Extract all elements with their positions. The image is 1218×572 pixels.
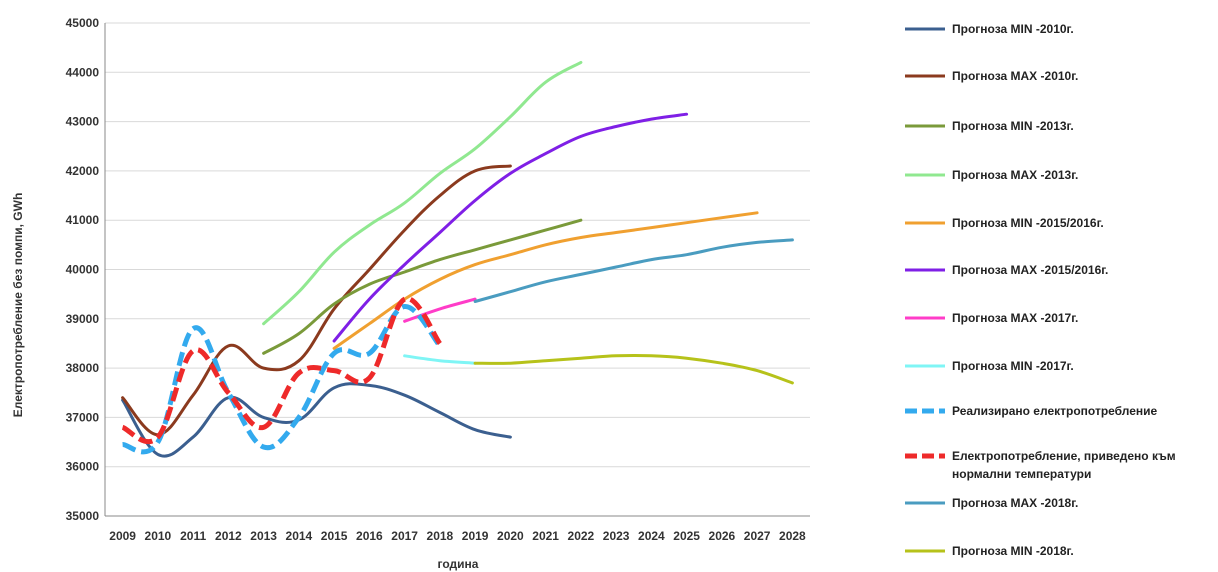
series-line-12 — [473, 353, 794, 385]
y-tick-label: 37000 — [66, 410, 100, 424]
x-tick-label: 2025 — [673, 529, 700, 543]
series-line-11 — [473, 238, 794, 303]
legend-item: Прогноза MIN -2018г. — [905, 544, 1074, 558]
legend-label: Прогноза MAX -2013г. — [952, 168, 1078, 182]
series-line-8 — [403, 354, 477, 365]
x-tick-label: 2016 — [356, 529, 383, 543]
legend-label: Прогноза MIN -2017г. — [952, 359, 1074, 373]
legend-item: Прогноза MIN -2015/2016г. — [905, 216, 1104, 230]
legend-label: Прогноза MIN -2018г. — [952, 544, 1074, 558]
legend-label: Електропотребление, приведено към нормалн… — [952, 449, 1176, 481]
y-tick-label: 39000 — [66, 312, 100, 326]
legend-label: Реализирано електропотребление — [952, 404, 1158, 418]
x-tick-label: 2024 — [638, 529, 665, 543]
x-axis-title: година — [438, 557, 479, 571]
x-tick-label: 2015 — [321, 529, 348, 543]
legend-item: Прогноза MAX -2013г. — [905, 168, 1078, 182]
series-line-9 — [122, 304, 442, 455]
legend-item: Прогноза MIN -2010г. — [905, 22, 1074, 36]
x-tick-label: 2017 — [391, 529, 418, 543]
y-tick-label: 43000 — [66, 115, 100, 129]
legend: Прогноза MIN -2010г. Прогноза MAX -2010г.… — [905, 22, 1176, 558]
y-tick-label: 38000 — [66, 361, 100, 375]
y-tick-label: 45000 — [66, 16, 100, 30]
legend-item: Прогноза MIN -2013г. — [905, 119, 1074, 133]
gridlines — [105, 22, 810, 468]
legend-label: Прогноза MIN -2010г. — [952, 22, 1074, 36]
legend-label: Прогноза MAX -2017г. — [952, 311, 1078, 325]
legend-item: Прогноза MAX -2018г. — [905, 496, 1078, 510]
legend-label: Прогноза MIN -2015/2016г. — [952, 216, 1104, 230]
y-tick-label: 41000 — [66, 213, 100, 227]
y-axis-title: Електропотребление без помпи, GWh — [11, 193, 25, 418]
x-tick-label: 2027 — [744, 529, 771, 543]
x-tick-label: 2018 — [427, 529, 454, 543]
series-line-3 — [262, 218, 583, 355]
x-tick-label: 2010 — [145, 529, 172, 543]
legend-item: Прогноза MAX -2010г. — [905, 69, 1078, 83]
x-tick-label: 2026 — [709, 529, 736, 543]
legend-label: Прогноза MIN -2013г. — [952, 119, 1074, 133]
legend-item: Прогноза MAX -2017г. — [905, 311, 1078, 325]
x-tick-label: 2013 — [250, 529, 277, 543]
x-tick-label: 2011 — [180, 529, 206, 543]
series-line-7 — [403, 297, 477, 323]
series-line-4 — [262, 60, 583, 326]
legend-label: Прогноза MAX -2015/2016г. — [952, 263, 1108, 277]
series-line-6 — [332, 112, 689, 343]
series-line-1 — [121, 382, 512, 458]
series-lines — [121, 60, 794, 458]
legend-item: Прогноза MIN -2017г. — [905, 359, 1074, 373]
x-tick-label: 2020 — [497, 529, 524, 543]
legend-label: Прогноза MAX -2018г. — [952, 496, 1078, 510]
axes — [104, 23, 810, 517]
series-line-2 — [121, 164, 512, 437]
y-tick-label: 40000 — [66, 263, 100, 277]
x-tick-label: 2023 — [603, 529, 630, 543]
y-tick-label: 35000 — [66, 509, 100, 523]
x-tick-label: 2009 — [109, 529, 136, 543]
x-tick-labels: 2009 2010 2011 2012 2013 2014 2015 2016 2017 2018… — [109, 529, 806, 543]
x-tick-label: 2021 — [532, 529, 559, 543]
series-line-10 — [121, 296, 442, 445]
x-tick-label: 2022 — [568, 529, 595, 543]
x-tick-label: 2019 — [462, 529, 489, 543]
y-tick-labels: 35000 36000 37000 38000 39000 40000 41000 42000… — [66, 16, 100, 523]
x-tick-label: 2014 — [286, 529, 313, 543]
y-tick-label: 44000 — [66, 65, 100, 79]
legend-item: Прогноза MAX -2015/2016г. — [905, 263, 1108, 277]
x-tick-label: 2012 — [215, 529, 242, 543]
x-tick-label: 2028 — [779, 529, 806, 543]
y-tick-label: 36000 — [66, 460, 100, 474]
legend-label: Прогноза MAX -2010г. — [952, 69, 1078, 83]
y-tick-label: 42000 — [66, 164, 100, 178]
legend-item: Реализирано електропотребление — [905, 404, 1158, 418]
legend-item: Електропотребление, приведено към нормалн… — [905, 449, 1176, 481]
